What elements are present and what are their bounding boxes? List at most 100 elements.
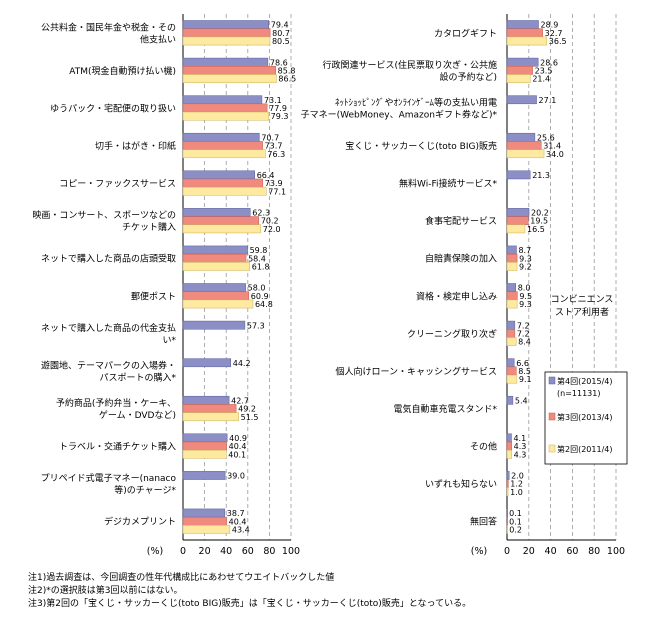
data-label-0-6-2: 61.8	[252, 263, 270, 272]
bar-0-2-2	[182, 111, 269, 121]
data-label-1-0-1: 32.7	[545, 29, 563, 38]
data-label-1-11-0: 4.1	[513, 434, 526, 443]
category-label-1-7-0: 資格・検定申し込み	[416, 290, 497, 302]
legend-sub-0: (n=11131)	[557, 389, 600, 398]
bar-1-13-0	[506, 508, 508, 518]
bar-1-0-0	[506, 20, 539, 29]
category-label-1-1-0: 行政関連サービス(住民票取り次ぎ・公共施	[322, 59, 497, 71]
bar-0-4-1	[182, 178, 264, 188]
category-label-1-2-0: ﾈｯﾄｼｮｯﾋﾟﾝｸﾞやｵﾝﾗｲﾝｹﾞｰﾑ等の支払い用電	[335, 96, 497, 108]
data-label-0-6-0: 59.8	[250, 246, 268, 255]
category-label-0-5-1: チケット購入	[122, 221, 176, 233]
bar-1-1-2	[506, 74, 531, 83]
x-axis-label-1: (%)	[471, 546, 487, 557]
bar-0-4-2	[182, 186, 267, 196]
category-label-0-13-0: デジカメプリント	[104, 516, 176, 528]
category-label-1-12-0: いずれも知らない	[425, 478, 497, 490]
data-label-1-12-1: 1.2	[510, 480, 523, 489]
x-tick-label-0-4: 80	[263, 546, 275, 557]
data-label-0-6-1: 58.4	[248, 254, 266, 263]
data-label-0-4-0: 66.4	[257, 171, 275, 180]
data-label-0-7-2: 64.8	[255, 300, 273, 309]
category-label-1-2-1: 子マネー(WebMoney、Amazonギフト券など)*	[301, 108, 498, 120]
data-label-1-7-2: 9.3	[519, 300, 532, 309]
data-label-1-7-0: 8.0	[518, 284, 531, 293]
data-label-1-10-0: 5.4	[515, 396, 528, 405]
x-tick-label-0-2: 40	[220, 546, 232, 557]
data-label-0-4-2: 77.1	[268, 187, 286, 196]
bar-0-8-0	[182, 320, 246, 330]
data-label-0-2-1: 77.9	[269, 104, 287, 113]
bar-1-0-2	[506, 36, 548, 46]
bar-1-6-2	[506, 262, 518, 271]
data-label-1-7-1: 9.5	[519, 292, 532, 301]
data-label-1-8-0: 7.2	[517, 321, 530, 330]
category-label-0-3-0: 切手・はがき・印紙	[95, 140, 176, 152]
data-label-1-2-0: 27.1	[539, 96, 557, 105]
data-label-1-8-1: 7.2	[517, 329, 530, 338]
data-label-0-9-0: 44.2	[233, 359, 251, 368]
bar-1-13-1	[506, 516, 508, 526]
data-label-0-10-2: 51.5	[241, 413, 259, 422]
category-label-1-4-0: 無料Wi-Fi接続サービス*	[399, 178, 497, 190]
x-tick-label-0-3: 60	[242, 546, 254, 557]
bar-0-11-1	[182, 441, 227, 451]
bar-0-5-0	[182, 208, 251, 217]
data-label-1-9-1: 8.5	[518, 367, 531, 376]
category-label-0-1-0: ATM(現金自動預け払い機)	[69, 65, 176, 77]
bar-1-0-1	[506, 28, 543, 38]
data-label-0-3-0: 70.7	[261, 133, 279, 142]
bar-1-1-1	[506, 66, 533, 75]
category-label-1-0-0: カタログギフト	[434, 27, 497, 39]
bar-0-3-2	[182, 149, 266, 159]
bar-0-10-2	[182, 412, 239, 422]
x-tick-label-1-4: 80	[588, 546, 600, 557]
legend-title-0: コンビニエンス	[551, 294, 614, 305]
bar-1-9-1	[506, 366, 517, 376]
data-label-1-12-2: 1.0	[510, 488, 523, 497]
data-label-0-5-1: 70.2	[261, 217, 279, 226]
bar-1-9-0	[506, 358, 515, 368]
bar-1-7-0	[506, 283, 516, 292]
category-label-1-13-0: 無回答	[470, 516, 497, 528]
category-label-0-2-0: ゆうパック・宅配便の取り扱い	[50, 102, 176, 114]
data-label-1-13-0: 0.1	[509, 509, 522, 518]
category-label-0-10-1: ゲーム・DVDなど)	[99, 409, 176, 421]
bar-1-5-0	[506, 208, 530, 217]
category-label-0-4-0: コピー・ファックスサービス	[59, 179, 176, 190]
category-label-0-7-0: 郵便ポスト	[131, 290, 176, 302]
x-tick-label-0-0: 0	[180, 546, 186, 557]
data-label-0-11-2: 40.1	[228, 450, 246, 459]
data-label-1-9-2: 9.1	[519, 375, 532, 384]
category-label-1-1-1: 設の予約など)	[439, 71, 497, 83]
bar-0-7-0	[182, 283, 246, 292]
bar-1-11-0	[506, 433, 512, 443]
bar-0-9-0	[182, 358, 231, 368]
category-label-0-9-1: パスポートの購入*	[99, 371, 176, 383]
bar-0-6-0	[182, 245, 248, 255]
data-label-0-3-1: 73.7	[265, 142, 283, 151]
category-label-1-11-0: その他	[470, 441, 497, 453]
bar-0-1-1	[182, 66, 276, 75]
data-label-1-8-2: 8.4	[518, 338, 531, 347]
data-label-1-1-0: 28.6	[540, 58, 558, 67]
bar-0-0-1	[182, 28, 271, 38]
category-label-1-8-0: クリーニング取り次ぎ	[407, 328, 497, 340]
bar-1-7-1	[506, 291, 518, 301]
data-label-1-5-2: 16.5	[527, 225, 545, 234]
category-label-1-6-0: 自賠責保険の加入	[425, 253, 497, 265]
bar-0-0-2	[182, 36, 271, 46]
legend-swatch-2	[548, 444, 556, 453]
x-tick-label-1-3: 60	[566, 546, 578, 557]
data-label-0-11-0: 40.9	[229, 434, 247, 443]
x-tick-label-0-5: 100	[282, 546, 300, 557]
category-label-0-0-1: 他支払い	[140, 33, 176, 45]
footnote-3: 注3)第2回の「宝くじ・サッカーくじ(toto BIG)販売」は「宝くじ・サッカ…	[28, 599, 472, 609]
data-label-0-12-0: 39.0	[227, 472, 245, 481]
category-label-0-0-0: 公共料金・国民年金や税金・その	[41, 21, 176, 33]
bar-0-13-1	[182, 516, 227, 526]
data-label-1-5-1: 19.5	[530, 217, 548, 226]
data-label-0-2-2: 79.3	[271, 112, 289, 121]
x-tick-label-1-0: 0	[504, 546, 510, 557]
legend-label-1: 第3回(2013/4)	[557, 412, 612, 422]
